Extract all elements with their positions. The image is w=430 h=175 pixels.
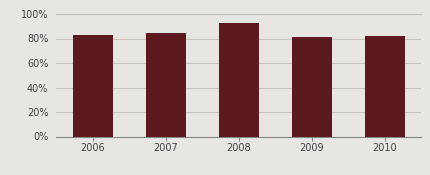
Bar [292,37,332,136]
Bar [365,36,405,136]
Bar [73,35,113,136]
Bar [218,23,259,136]
Bar [145,33,186,136]
